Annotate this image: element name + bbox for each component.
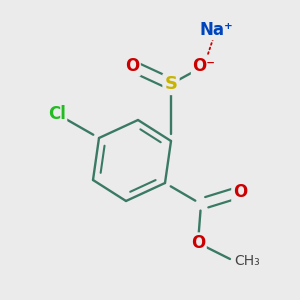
Text: S: S — [164, 75, 178, 93]
Text: Na⁺: Na⁺ — [199, 21, 233, 39]
Text: CH₃: CH₃ — [234, 254, 260, 268]
Text: O: O — [233, 183, 247, 201]
Text: Cl: Cl — [48, 105, 66, 123]
Text: O: O — [191, 234, 205, 252]
Text: O⁻: O⁻ — [193, 57, 215, 75]
Text: O: O — [125, 57, 139, 75]
